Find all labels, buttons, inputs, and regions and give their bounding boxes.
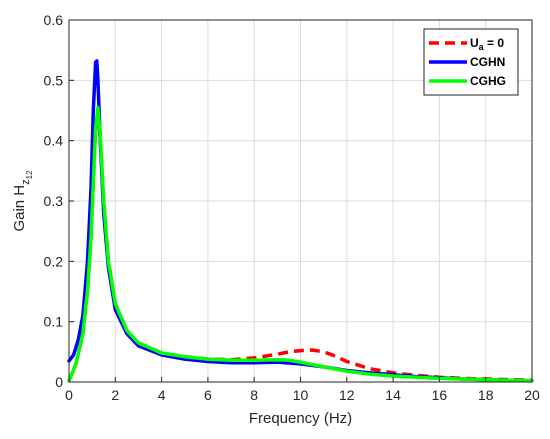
y-tick-label: 0.4 (44, 133, 64, 149)
x-axis-label: Frequency (Hz) (249, 410, 352, 427)
legend-label-ua-sub: a (479, 42, 485, 52)
x-tick-label: 16 (432, 387, 448, 403)
legend-label-ua-tail: = 0 (484, 36, 505, 50)
x-tick-label: 4 (158, 387, 166, 403)
x-tick-label: 14 (385, 387, 401, 403)
y-axis-label-text: Gain H (11, 185, 28, 232)
y-axis: 0 0.1 0.2 0.3 0.4 0.5 0.6 (44, 12, 74, 390)
series-line-3 (67, 105, 534, 383)
x-tick-label: 8 (250, 387, 258, 403)
x-tick-label: 18 (478, 387, 494, 403)
x-tick-label: 2 (111, 387, 119, 403)
y-tick-label: 0.6 (44, 12, 64, 28)
y-tick-label: 0 (55, 374, 63, 390)
y-tick-label: 0.3 (44, 193, 64, 209)
y-tick-label: 0.2 (44, 253, 64, 269)
series-group (67, 59, 534, 383)
legend-label-cghn: CGHN (470, 55, 505, 69)
y-axis-label-subsub: 12 (25, 170, 34, 179)
y-tick-label: 0.5 (44, 72, 64, 88)
x-tick-label: 6 (204, 387, 212, 403)
x-tick-label: 12 (339, 387, 355, 403)
y-axis-label: Gain Hz12 (11, 170, 34, 232)
y-tick-label: 0.1 (44, 314, 64, 330)
legend: Ua = 0 CGHN CGHG (423, 28, 519, 96)
y-axis-label-sub: z (20, 179, 32, 185)
legend-label-ua: Ua = 0 (470, 36, 504, 52)
legend-label-cghg: CGHG (470, 74, 506, 88)
x-tick-label: 0 (65, 387, 73, 403)
svg-text:Gain Hz12: Gain Hz12 (11, 170, 34, 232)
x-tick-label: 20 (524, 387, 540, 403)
legend-label-ua-base: U (470, 36, 479, 50)
x-tick-label: 10 (293, 387, 309, 403)
x-axis: 0 2 4 6 8 10 12 14 16 18 20 (65, 377, 540, 403)
